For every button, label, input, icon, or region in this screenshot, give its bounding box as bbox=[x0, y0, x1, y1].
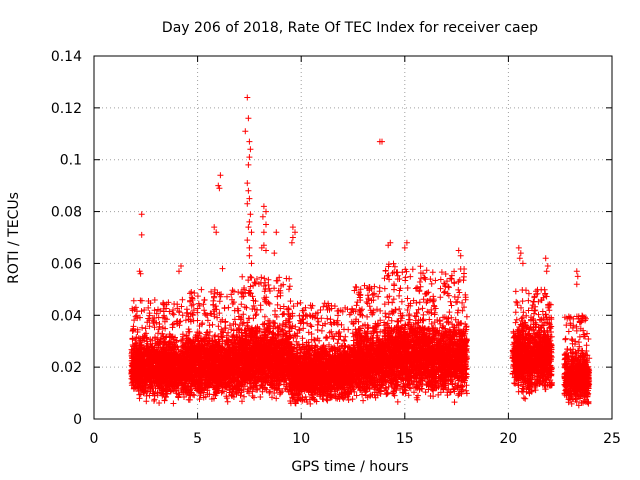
grid-lines bbox=[94, 56, 612, 419]
data-points bbox=[128, 94, 593, 409]
chart-title: Day 206 of 2018, Rate Of TEC Index for r… bbox=[162, 20, 538, 36]
data-point bbox=[178, 338, 184, 345]
data-point bbox=[156, 400, 163, 406]
data-point bbox=[136, 395, 143, 402]
